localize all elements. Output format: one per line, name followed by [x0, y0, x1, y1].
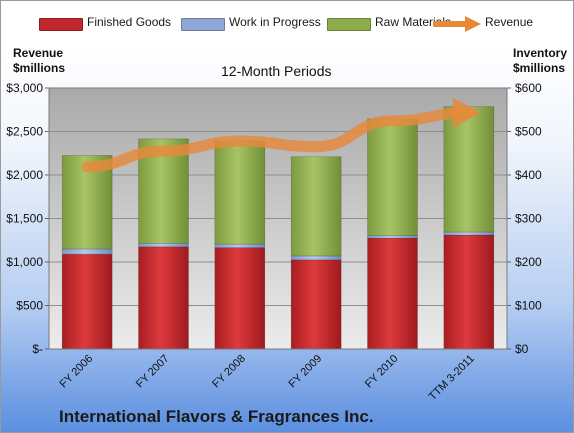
bar-work-in-progress [290, 255, 342, 261]
bar-raw-materials [367, 118, 418, 236]
revenue-line [81, 107, 475, 173]
left-axis-title-line-1: Revenue [13, 46, 64, 60]
bar-work-in-progress [367, 235, 418, 239]
left-tick-label: $1,000 [6, 255, 43, 269]
bar-raw-materials [443, 106, 495, 233]
bar-finished-goods [443, 234, 495, 350]
legend-label-revenue: Revenue [485, 15, 534, 29]
legend-swatch-revenue [433, 16, 481, 32]
bar-work-in-progress [443, 231, 495, 236]
left-tick-label: $1,500 [6, 212, 43, 226]
right-axis-title-line-1: Inventory [513, 46, 568, 60]
legend-swatch-raw-materials [327, 18, 371, 31]
period-label: 12-Month Periods [221, 63, 332, 79]
left-axis-title: Revenue $millions [13, 46, 65, 76]
revenue-arrowhead [452, 97, 481, 128]
left-tick-label: $3,000 [6, 81, 43, 95]
right-axis-title: Inventory $millions [513, 46, 567, 76]
x-tick-label: FY 2009 [287, 353, 325, 391]
left-tick-label: $2,500 [6, 125, 43, 139]
left-tick-label: $2,000 [6, 168, 43, 182]
bar-raw-materials [214, 140, 266, 245]
legend-label-raw-materials: Raw Materials [375, 15, 452, 29]
right-tick-label: $300 [515, 212, 542, 226]
bar-finished-goods [61, 253, 113, 350]
plot-border [48, 87, 508, 350]
right-axis-title-line-2: $millions [513, 61, 566, 75]
right-tick-label: $400 [515, 168, 542, 182]
right-tick-label: $600 [515, 81, 542, 95]
x-tick-label: TTM 3-2011 [427, 353, 477, 403]
x-tick-label: FY 2006 [58, 353, 96, 391]
left-tick-label: $500 [16, 299, 43, 313]
bar-work-in-progress [61, 248, 113, 255]
legend-swatch-work-in-progress [181, 18, 225, 31]
bar-raw-materials [290, 156, 342, 257]
left-tick-label: $- [32, 342, 43, 356]
bar-finished-goods [214, 247, 266, 350]
company-name: International Flavors & Fragrances Inc. [59, 407, 374, 426]
legend-swatch-finished-goods [39, 18, 83, 31]
right-tick-label: $0 [515, 342, 529, 356]
right-tick-label: $500 [515, 125, 542, 139]
left-axis-title-line-2: $millions [13, 61, 66, 75]
bar-work-in-progress [138, 242, 189, 248]
legend-label-finished-goods: Finished Goods [87, 15, 172, 29]
bar-work-in-progress [214, 243, 266, 248]
right-tick-label: $100 [515, 299, 542, 313]
right-tick-label: $200 [515, 255, 542, 269]
bar-finished-goods [290, 259, 342, 350]
legend-label-work-in-progress: Work in Progress [229, 15, 321, 29]
bar-finished-goods [138, 246, 189, 350]
x-tick-label: FY 2010 [363, 353, 401, 391]
x-tick-label: FY 2008 [210, 353, 248, 391]
bar-finished-goods [367, 237, 418, 350]
x-tick-label: FY 2007 [134, 353, 172, 391]
